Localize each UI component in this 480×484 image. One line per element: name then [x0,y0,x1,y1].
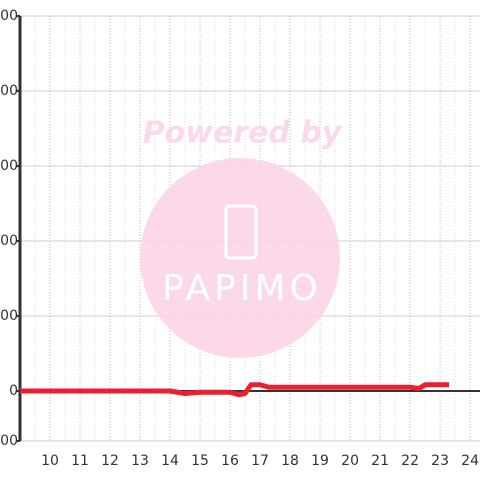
y-tick-label: 0 [9,383,18,399]
x-tick-label: 15 [191,453,209,469]
x-tick-label: 13 [131,453,149,469]
watermark-logo: PAPIMO [162,268,322,309]
x-tick-label: 21 [371,453,389,469]
watermark-icon [224,204,258,260]
y-tick-label: 90,000 [0,158,18,174]
y-tick-label: -20,000 [0,433,18,449]
x-tick-label: 20 [341,453,359,469]
x-tick-label: 18 [281,453,299,469]
x-tick-label: 22 [401,453,419,469]
x-tick-label: 12 [101,453,119,469]
series-line [20,382,450,398]
x-tick-label: 23 [431,453,449,469]
x-tick-label: 17 [251,453,269,469]
watermark-text: Powered by [143,116,343,151]
x-tick-label: 16 [221,453,239,469]
x-tick-label: 10 [41,453,59,469]
x-tick-label: 11 [71,453,89,469]
y-tick-label: 60,000 [0,233,18,249]
x-tick-label: 14 [161,453,179,469]
x-tick-label: 24 [461,453,479,469]
y-tick-label: 150,000 [0,8,18,24]
x-tick-label: 19 [311,453,329,469]
watermark: Powered by PAPIMO [140,116,343,358]
grid [20,15,480,442]
y-tick-label: 120,000 [0,83,18,99]
y-tick-label: 30,000 [0,308,18,324]
